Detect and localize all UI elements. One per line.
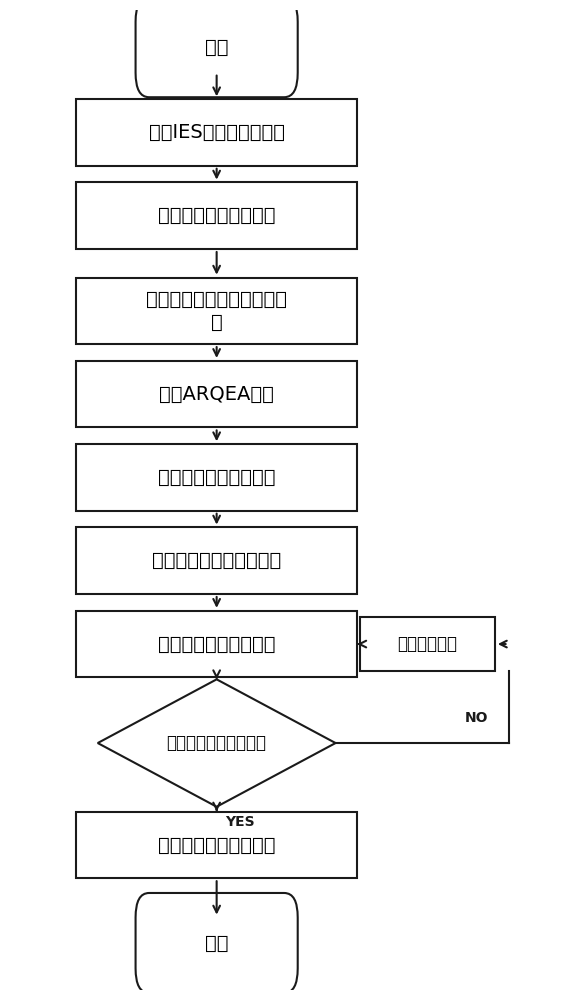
Text: NO: NO (464, 711, 488, 725)
Bar (76, 812, 357, 878)
Bar (76, 361, 357, 427)
Bar (76, 99, 357, 166)
FancyBboxPatch shape (136, 0, 298, 97)
Bar (360, 617, 495, 671)
Bar (76, 611, 357, 677)
Bar (76, 278, 357, 344)
Text: 输入IES各设备容量参数: 输入IES各设备容量参数 (149, 123, 285, 142)
Text: 输出最优日前调度方案: 输出最优日前调度方案 (158, 835, 275, 854)
Bar (76, 444, 357, 511)
Text: 计算运行成本、弃风惩罚: 计算运行成本、弃风惩罚 (152, 551, 282, 570)
Text: YES: YES (225, 815, 254, 829)
FancyBboxPatch shape (136, 893, 298, 993)
Text: 保留当前最优调度方案: 保留当前最优调度方案 (158, 635, 275, 654)
Text: 结束: 结束 (205, 933, 229, 952)
Text: 生成初始调度方案种群: 生成初始调度方案种群 (158, 468, 275, 487)
Text: 设置ARQEA参数: 设置ARQEA参数 (159, 385, 274, 404)
Text: 是否达到最大迭代次数: 是否达到最大迭代次数 (167, 734, 267, 752)
Text: 开始: 开始 (205, 38, 229, 57)
Polygon shape (98, 679, 336, 807)
Bar (76, 527, 357, 594)
Bar (76, 182, 357, 249)
Text: 输入风电出力预测曲线: 输入风电出力预测曲线 (158, 206, 275, 225)
Text: 对目标函数、约束进行区间
化: 对目标函数、约束进行区间 化 (146, 290, 287, 332)
Text: 混合更新策略: 混合更新策略 (397, 635, 457, 653)
